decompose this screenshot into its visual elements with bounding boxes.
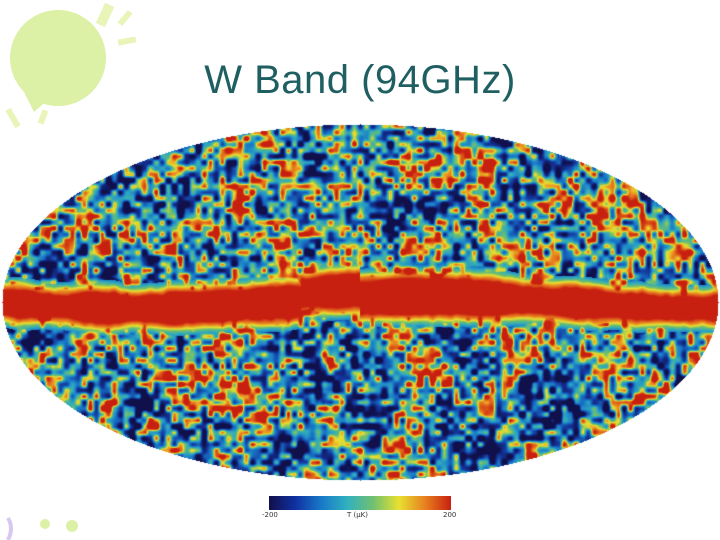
- colorbar-min-label: -200: [262, 511, 278, 519]
- colorbar-unit-label: T (μK): [347, 511, 369, 519]
- sun-doodle-icon: [5, 2, 137, 129]
- slide-title: W Band (94GHz): [204, 58, 516, 102]
- sky-map: [0, 120, 720, 490]
- colorbar-max-label: 200: [443, 511, 457, 519]
- temperature-colorbar: [269, 496, 451, 510]
- corner-doodle-icon: [6, 516, 78, 540]
